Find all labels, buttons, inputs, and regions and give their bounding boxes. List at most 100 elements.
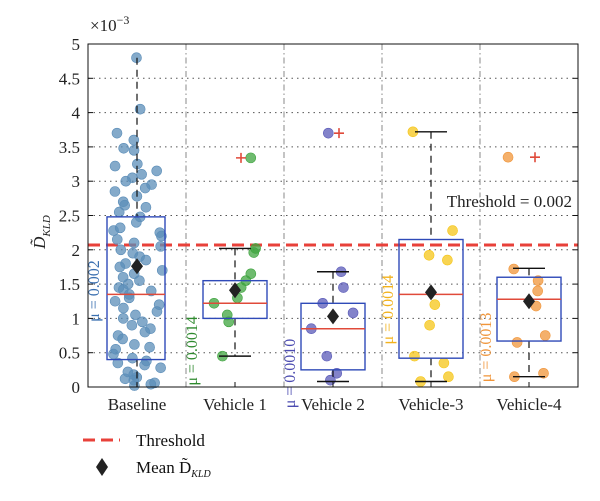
y-tick-label: 5 bbox=[72, 35, 81, 54]
data-point bbox=[111, 234, 123, 245]
data-point bbox=[223, 316, 235, 328]
data-point bbox=[119, 199, 131, 211]
data-point bbox=[118, 142, 129, 154]
outlier-marker bbox=[530, 152, 540, 163]
x-tick-label: Baseline bbox=[108, 395, 167, 414]
data-point bbox=[443, 371, 454, 383]
x-tick-label: Vehicle-3 bbox=[398, 395, 463, 414]
data-point bbox=[109, 160, 121, 172]
data-point bbox=[115, 244, 127, 256]
data-point bbox=[539, 330, 551, 341]
axis-labels: 0 0.5 1 1.5 2 2.5 3 3.5 4 4.5 5 Baseline Vehicle 1 Ve… bbox=[30, 13, 562, 414]
y-tick-label: 0.5 bbox=[59, 344, 80, 363]
data-point bbox=[321, 350, 333, 362]
data-point bbox=[120, 175, 132, 187]
data-point bbox=[325, 374, 336, 386]
x-tick-label: Vehicle 2 bbox=[301, 395, 365, 414]
data-point bbox=[245, 152, 257, 164]
plot-frame bbox=[87, 43, 579, 388]
mean-diamond bbox=[131, 258, 143, 275]
box-iqr bbox=[300, 302, 366, 371]
data-point bbox=[118, 302, 129, 314]
data-point bbox=[137, 316, 148, 328]
mu-label: μ = 0.0014 bbox=[380, 275, 397, 345]
mean-diamond bbox=[327, 308, 339, 325]
data-point bbox=[130, 309, 141, 321]
data-point bbox=[128, 237, 140, 249]
box-iqr bbox=[398, 238, 464, 359]
data-point bbox=[151, 306, 163, 317]
y-tick-label: 2.5 bbox=[59, 207, 80, 226]
box-iqr bbox=[496, 276, 562, 342]
mean-diamond bbox=[523, 293, 535, 310]
data-point bbox=[140, 254, 152, 266]
data-point bbox=[111, 127, 123, 139]
data-point bbox=[140, 201, 152, 213]
legend-mean-marker bbox=[96, 458, 108, 476]
data-point bbox=[331, 367, 343, 379]
mean-diamond bbox=[229, 282, 241, 299]
data-point bbox=[409, 350, 420, 362]
data-point bbox=[156, 265, 168, 276]
grid-lines bbox=[88, 43, 578, 388]
box-plots: μ = 0.002 μ = 0.0014 μ = 0.0010 μ = 0.0014 μ… bbox=[86, 57, 562, 409]
x-tick-label: Vehicle-4 bbox=[496, 395, 562, 414]
data-point bbox=[108, 348, 119, 360]
data-point bbox=[347, 307, 359, 319]
data-point bbox=[511, 337, 523, 348]
data-point bbox=[155, 241, 166, 252]
legend-threshold-label: Threshold bbox=[136, 431, 205, 450]
outlier-marker bbox=[236, 152, 246, 163]
data-point bbox=[139, 182, 151, 194]
y-axis-label: D̃KLD bbox=[30, 215, 53, 250]
data-point bbox=[424, 319, 435, 331]
mean-diamond bbox=[425, 284, 437, 301]
data-point bbox=[114, 261, 126, 273]
box-iqr bbox=[106, 216, 166, 361]
data-point bbox=[119, 373, 131, 385]
threshold-layer: Threshold = 0.002 bbox=[88, 190, 578, 247]
mu-label: μ = 0.002 bbox=[86, 260, 103, 322]
data-point bbox=[248, 247, 260, 258]
data-point bbox=[136, 169, 147, 180]
data-point bbox=[134, 275, 145, 286]
y-tick-label: 0 bbox=[72, 378, 81, 397]
data-point bbox=[123, 292, 135, 304]
data-point bbox=[145, 285, 157, 297]
data-point bbox=[128, 134, 140, 146]
y-tick-label: 3 bbox=[72, 172, 81, 191]
data-point bbox=[108, 225, 119, 236]
data-point bbox=[438, 357, 450, 369]
mu-label: μ = 0.0013 bbox=[478, 313, 495, 383]
legend-mean-label: Mean D̃KLD bbox=[136, 458, 211, 480]
data-point bbox=[442, 254, 453, 266]
mu-label: μ = 0.0010 bbox=[282, 339, 299, 409]
data-point bbox=[131, 217, 142, 228]
y-scale-label: ×10−3 bbox=[90, 13, 129, 35]
data-point bbox=[112, 357, 124, 369]
data-point bbox=[134, 103, 146, 115]
data-point bbox=[155, 362, 166, 374]
data-point bbox=[129, 380, 140, 391]
data-point bbox=[144, 341, 155, 353]
data-point bbox=[145, 378, 157, 390]
threshold-label: Threshold = 0.002 bbox=[447, 192, 572, 211]
mu-label: μ = 0.0014 bbox=[184, 316, 201, 386]
data-point bbox=[532, 275, 544, 286]
y-tick-label: 4 bbox=[72, 104, 81, 123]
data-point bbox=[502, 151, 514, 163]
data-point bbox=[423, 249, 435, 261]
legend: Threshold Mean D̃KLD bbox=[83, 431, 211, 480]
data-point bbox=[532, 285, 543, 297]
data-point bbox=[429, 299, 441, 310]
data-point bbox=[117, 333, 128, 345]
data-point bbox=[139, 359, 150, 371]
data-point bbox=[323, 127, 334, 139]
y-tick-label: 3.5 bbox=[59, 138, 80, 157]
data-point bbox=[151, 165, 163, 177]
data-point bbox=[109, 295, 121, 307]
y-tick-label: 2 bbox=[72, 241, 81, 260]
data-point bbox=[338, 282, 349, 293]
x-tick-label: Vehicle 1 bbox=[203, 395, 267, 414]
